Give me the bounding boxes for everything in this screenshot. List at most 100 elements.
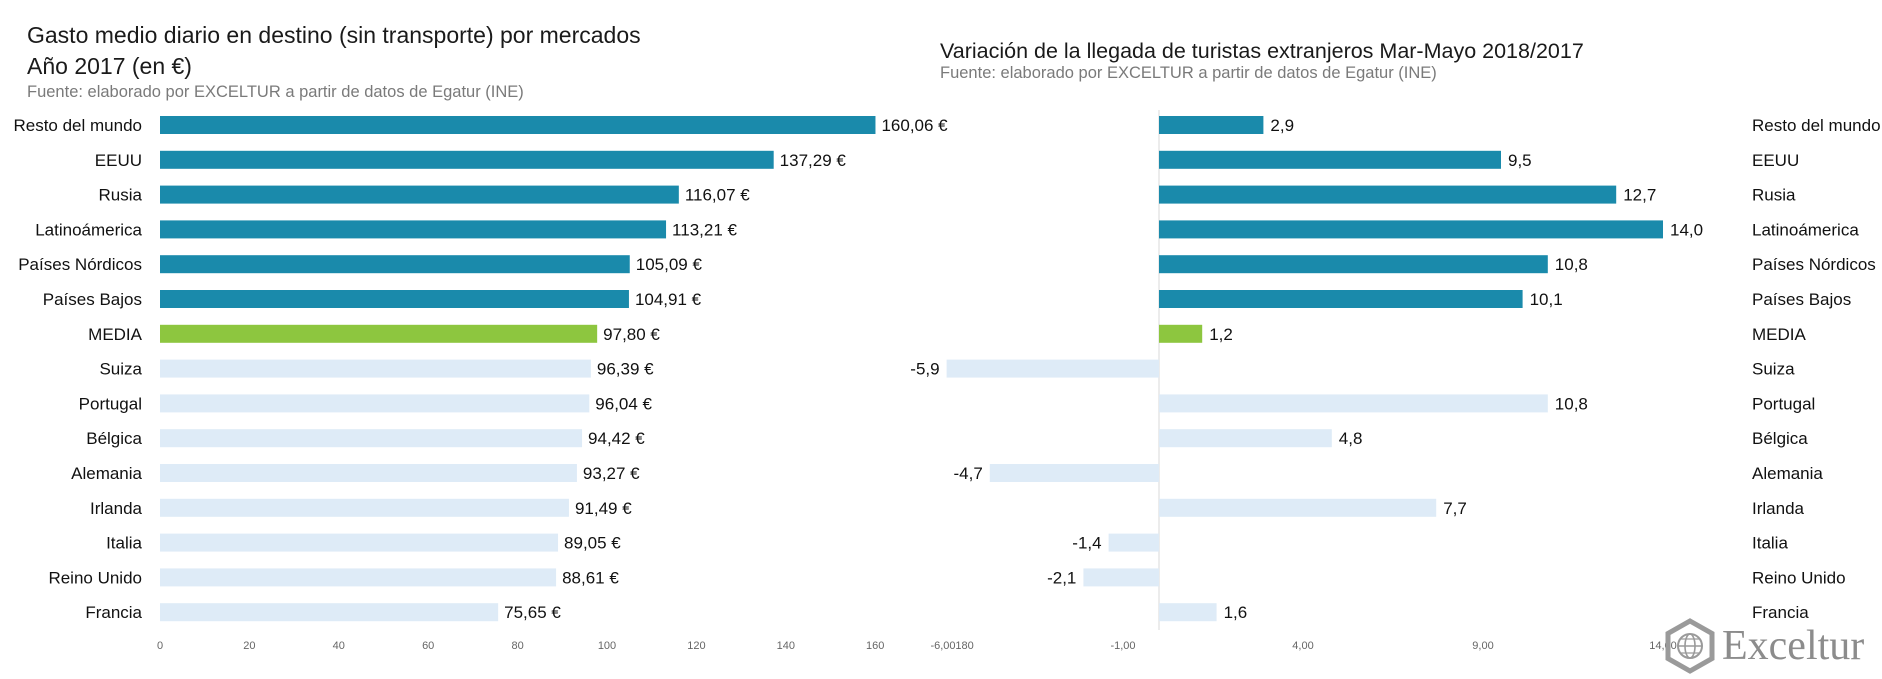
- left-bar: [160, 116, 876, 134]
- left-category-label: Suiza: [99, 360, 142, 379]
- left-category-label: Rusia: [99, 186, 143, 205]
- left-x-tick-label: 60: [422, 640, 434, 652]
- right-bar: [946, 359, 1159, 378]
- right-bar: [989, 464, 1159, 482]
- left-chart-subtitle: Año 2017 (en €): [27, 53, 192, 79]
- right-data-label: -2,1: [1047, 568, 1076, 587]
- right-bar: [1159, 603, 1217, 622]
- right-x-tick-label: 4,00: [1292, 640, 1313, 652]
- right-category-label: EEUU: [1752, 151, 1799, 170]
- right-data-label: -1,4: [1072, 534, 1101, 553]
- left-bar: [160, 533, 559, 552]
- right-data-label: 12,7: [1623, 186, 1656, 205]
- left-bar: [160, 498, 569, 517]
- right-chart-source: Fuente: elaborado por EXCELTUR a partir …: [940, 64, 1437, 82]
- right-data-label: -4,7: [954, 464, 983, 483]
- left-bar: [160, 185, 679, 204]
- right-category-label: Rusia: [1752, 186, 1796, 205]
- left-category-label: EEUU: [95, 151, 142, 170]
- right-bar: [1159, 429, 1332, 448]
- left-data-label: 137,29 €: [780, 151, 847, 170]
- right-category-label: Francia: [1752, 603, 1809, 622]
- right-data-label: 10,8: [1555, 255, 1588, 274]
- right-category-label: Irlanda: [1752, 499, 1805, 518]
- right-category-label: MEDIA: [1752, 325, 1807, 344]
- left-category-label: Latinoámerica: [35, 220, 142, 239]
- left-category-label: Países Bajos: [43, 290, 142, 309]
- left-x-tick-label: 20: [243, 640, 255, 652]
- left-x-tick-label: 100: [598, 640, 616, 652]
- left-bar-chart: Resto del mundo 160,06 € EEUU 137,29 € Rusia…: [13, 116, 974, 652]
- left-x-tick-label: 160: [866, 640, 884, 652]
- left-data-label: 93,27 €: [583, 464, 640, 483]
- right-bar: [1159, 255, 1548, 274]
- left-x-tick-label: 120: [687, 640, 705, 652]
- left-x-tick-label: 180: [955, 640, 973, 652]
- right-category-label: Latinoámerica: [1752, 220, 1859, 239]
- left-x-tick-label: 80: [511, 640, 523, 652]
- left-data-label: 88,61 €: [562, 568, 619, 587]
- right-data-label: 1,6: [1224, 603, 1248, 622]
- right-bar: [1159, 185, 1617, 204]
- right-category-label: Bélgica: [1752, 429, 1808, 448]
- left-data-label: 116,07 €: [685, 186, 750, 205]
- left-x-tick-label: 140: [777, 640, 795, 652]
- right-category-label: Alemania: [1752, 464, 1823, 483]
- right-category-label: Países Bajos: [1752, 290, 1851, 309]
- right-bar: [1159, 290, 1523, 308]
- left-bar: [160, 324, 598, 343]
- right-data-label: 7,7: [1443, 499, 1467, 518]
- right-chart-title: Variación de la llegada de turistas extr…: [940, 39, 1584, 63]
- right-category-label: Países Nórdicos: [1752, 255, 1876, 274]
- right-bar: [1159, 150, 1501, 169]
- left-x-tick-label: 0: [157, 640, 163, 652]
- right-category-label: Portugal: [1752, 394, 1815, 413]
- left-category-label: MEDIA: [88, 325, 143, 344]
- right-data-label: 10,1: [1530, 290, 1563, 309]
- left-x-tick-label: 40: [333, 640, 345, 652]
- right-bar: [1159, 498, 1437, 517]
- left-bar: [160, 220, 667, 239]
- right-category-label: Reino Unido: [1752, 568, 1846, 587]
- left-bar: [160, 603, 499, 622]
- left-data-label: 89,05 €: [564, 534, 621, 553]
- left-data-label: 97,80 €: [603, 325, 660, 344]
- left-chart-title: Gasto medio diario en destino (sin trans…: [27, 22, 641, 48]
- left-data-label: 94,42 €: [588, 429, 645, 448]
- left-category-label: Portugal: [79, 394, 142, 413]
- left-bar: [160, 568, 557, 587]
- left-bar: [160, 290, 629, 308]
- right-x-tick-label: 9,00: [1472, 640, 1493, 652]
- right-bar: [1159, 324, 1203, 343]
- right-bar-chart: 2,9 Resto del mundo 9,5 EEUU 12,7 Rusia 14,0 La…: [910, 110, 1881, 652]
- right-data-label: 14,0: [1670, 220, 1703, 239]
- left-bar: [160, 255, 630, 274]
- right-data-label: 9,5: [1508, 151, 1532, 170]
- left-bar: [160, 359, 591, 378]
- right-data-label: 2,9: [1270, 116, 1294, 135]
- left-bar: [160, 429, 583, 448]
- right-x-tick-label: -6,00: [930, 640, 955, 652]
- left-category-label: Países Nórdicos: [18, 255, 142, 274]
- right-data-label: -5,9: [910, 360, 939, 379]
- exceltur-logo: Exceltur: [1662, 618, 1864, 674]
- left-data-label: 104,91 €: [635, 290, 702, 309]
- left-data-label: 75,65 €: [504, 603, 561, 622]
- right-category-label: Resto del mundo: [1752, 116, 1881, 135]
- left-bar: [160, 394, 590, 413]
- left-category-label: Alemania: [71, 464, 142, 483]
- right-bar: [1108, 533, 1159, 552]
- right-data-label: 1,2: [1209, 325, 1233, 344]
- left-chart-source: Fuente: elaborado por EXCELTUR a partir …: [27, 83, 524, 101]
- left-data-label: 91,49 €: [575, 499, 632, 518]
- left-bar: [160, 464, 577, 482]
- right-bar: [1159, 394, 1548, 413]
- right-bar: [1159, 220, 1663, 239]
- right-data-label: 10,8: [1555, 394, 1588, 413]
- left-category-label: Italia: [106, 534, 142, 553]
- right-bar: [1159, 116, 1264, 134]
- left-category-label: Bélgica: [86, 429, 142, 448]
- right-bar: [1083, 568, 1159, 587]
- left-data-label: 113,21 €: [672, 220, 737, 239]
- left-bar: [160, 150, 774, 169]
